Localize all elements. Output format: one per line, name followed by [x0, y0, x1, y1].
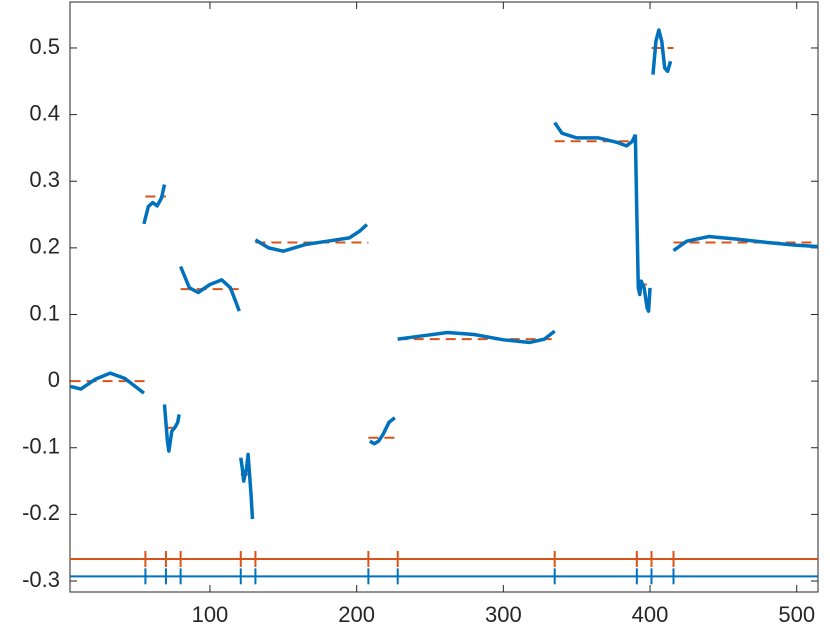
x-tick-label: 200 — [338, 602, 375, 627]
fit-curve — [178, 265, 241, 312]
y-tick-label: 0.1 — [29, 300, 60, 325]
fit-curve — [397, 329, 556, 345]
y-tick-label: -0.1 — [22, 434, 60, 459]
x-tick-label: 100 — [192, 602, 229, 627]
fit-curve — [368, 416, 396, 446]
fit-curve — [239, 452, 255, 520]
x-tick-label: 300 — [485, 602, 522, 627]
fit-curve — [553, 121, 637, 148]
fit-curve — [142, 184, 167, 225]
plot-frame — [69, 1, 819, 593]
x-tick-label: 500 — [778, 602, 815, 627]
y-tick-label: -0.2 — [22, 500, 60, 525]
fit-curve — [70, 371, 146, 395]
y-tick-label: 0.4 — [29, 100, 60, 125]
y-tick-label: 0 — [48, 367, 60, 392]
fit-curve — [162, 404, 181, 453]
y-tick-label: 0.3 — [29, 167, 60, 192]
y-tick-label: 0.5 — [29, 34, 60, 59]
fit-curve — [254, 223, 369, 253]
fit-curve — [633, 134, 652, 313]
fit-curve — [651, 28, 673, 75]
x-tick-label: 400 — [632, 602, 669, 627]
y-tick-label: -0.3 — [22, 567, 60, 592]
fit-curve — [672, 234, 818, 252]
y-tick-label: 0.2 — [29, 234, 60, 259]
